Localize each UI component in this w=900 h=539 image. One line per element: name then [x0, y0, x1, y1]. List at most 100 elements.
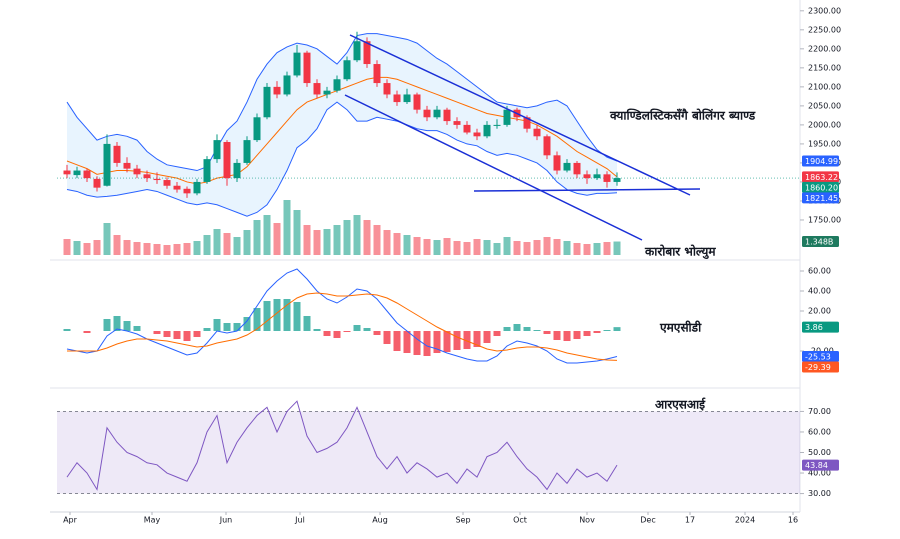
y-tick-label: 30.00 — [808, 489, 831, 498]
x-tick-label: 16 — [788, 516, 798, 525]
y-tick-label: 1750.00 — [808, 215, 841, 224]
candle-body — [83, 170, 91, 179]
histogram-bar — [103, 319, 111, 331]
histogram-bar — [313, 329, 321, 331]
trend-line — [344, 94, 643, 241]
candle-body — [73, 170, 81, 176]
candle-body — [533, 128, 541, 137]
price-badge-label: 1821.45 — [805, 194, 838, 203]
volume-bar — [213, 229, 221, 255]
marks: Apr May Jun Jul Aug Sep Oct Nov Dec 17 2024 16 2300.… — [57, 6, 841, 525]
band-line — [66, 101, 618, 217]
volume-bar — [393, 233, 401, 255]
volume-bar — [203, 235, 211, 255]
histogram-bar — [213, 319, 221, 331]
candle-body — [103, 143, 111, 186]
volume-bar — [333, 225, 341, 255]
price-badge — [802, 181, 839, 193]
candle-body — [343, 60, 351, 80]
candle-body — [323, 90, 331, 95]
histogram-bar — [523, 327, 531, 331]
price-badge — [802, 459, 839, 471]
price-badge-label: 43.84 — [805, 461, 828, 470]
volume-bar — [593, 243, 601, 255]
candle-body — [243, 140, 251, 163]
x-tick-label: Sep — [455, 516, 470, 525]
candle-body — [373, 64, 381, 84]
histogram-bar — [83, 331, 91, 333]
candle-body — [313, 83, 321, 95]
volume-bar — [253, 220, 261, 255]
x-tick-label: Jun — [219, 516, 233, 525]
candle-body — [573, 162, 581, 175]
y-tick-label: 50.00 — [808, 448, 831, 457]
candle-body — [393, 94, 401, 103]
volume-bar — [573, 243, 581, 255]
volume-bar — [523, 242, 531, 255]
candle-body — [453, 121, 461, 125]
candle-body — [213, 140, 221, 160]
volume-bar — [583, 244, 591, 255]
volume-bar — [313, 230, 321, 255]
candle-body — [493, 124, 501, 126]
histogram-bar — [563, 331, 571, 341]
y-tick-label: 60.00 — [808, 267, 831, 276]
histogram-bar — [153, 331, 161, 334]
macd-line — [66, 268, 618, 364]
volume-bar — [223, 233, 231, 255]
volume-bar — [373, 225, 381, 255]
y-tick-label: -20.00 — [808, 347, 834, 356]
histogram-bar — [553, 331, 561, 340]
price-badge — [802, 155, 839, 167]
histogram-bar — [333, 331, 341, 338]
histogram-bar — [413, 331, 421, 355]
x-tick-label: Aug — [372, 516, 388, 525]
trend-line — [349, 34, 691, 196]
price-badge-label: 1.348B — [805, 238, 833, 247]
candle-body — [223, 142, 231, 179]
histogram-bar — [283, 299, 291, 331]
volume-bar — [173, 244, 181, 255]
candle-body — [63, 170, 71, 175]
histogram-bar — [323, 331, 331, 336]
volume-bar — [533, 240, 541, 255]
histogram-bar — [583, 331, 591, 336]
histogram-bar — [403, 331, 411, 353]
histogram-bar — [433, 331, 441, 353]
histogram-bar — [253, 308, 261, 331]
y-tick-label: 60.00 — [808, 427, 831, 436]
candle-body — [233, 162, 241, 179]
candle-body — [523, 117, 531, 129]
candle-body — [563, 162, 571, 171]
volume-bar — [503, 237, 511, 255]
annotation: आरएसआई — [655, 398, 706, 412]
histogram-bar — [243, 317, 251, 331]
price-badge — [802, 321, 839, 333]
candle-body — [463, 124, 471, 133]
histogram-bar — [293, 302, 301, 331]
candle-body — [603, 174, 611, 182]
histogram-bar — [223, 323, 231, 331]
histogram-bar — [363, 328, 371, 331]
x-tick-label: Oct — [513, 516, 527, 525]
candle-body — [303, 52, 311, 84]
y-tick-label: 40.00 — [808, 469, 831, 478]
histogram-bar — [613, 327, 621, 331]
histogram-bar — [303, 316, 311, 331]
volume-bar — [143, 243, 151, 255]
histogram-bar — [173, 331, 181, 339]
volume-bar — [323, 229, 331, 255]
candle-body — [413, 94, 421, 110]
volume-bar — [543, 237, 551, 255]
volume-bar — [473, 239, 481, 255]
rsi-band — [57, 411, 800, 494]
annotation: क्याण्डिलस्टिकसँगै बोलिंगर ब्याण्ड — [609, 108, 756, 123]
y-tick-label: 2250.00 — [808, 25, 841, 34]
volume-bar — [153, 244, 161, 255]
candle-body — [153, 178, 161, 181]
price-badge-label: 3.86 — [805, 323, 823, 332]
volume-bar — [243, 230, 251, 255]
volume-bar — [183, 243, 191, 255]
